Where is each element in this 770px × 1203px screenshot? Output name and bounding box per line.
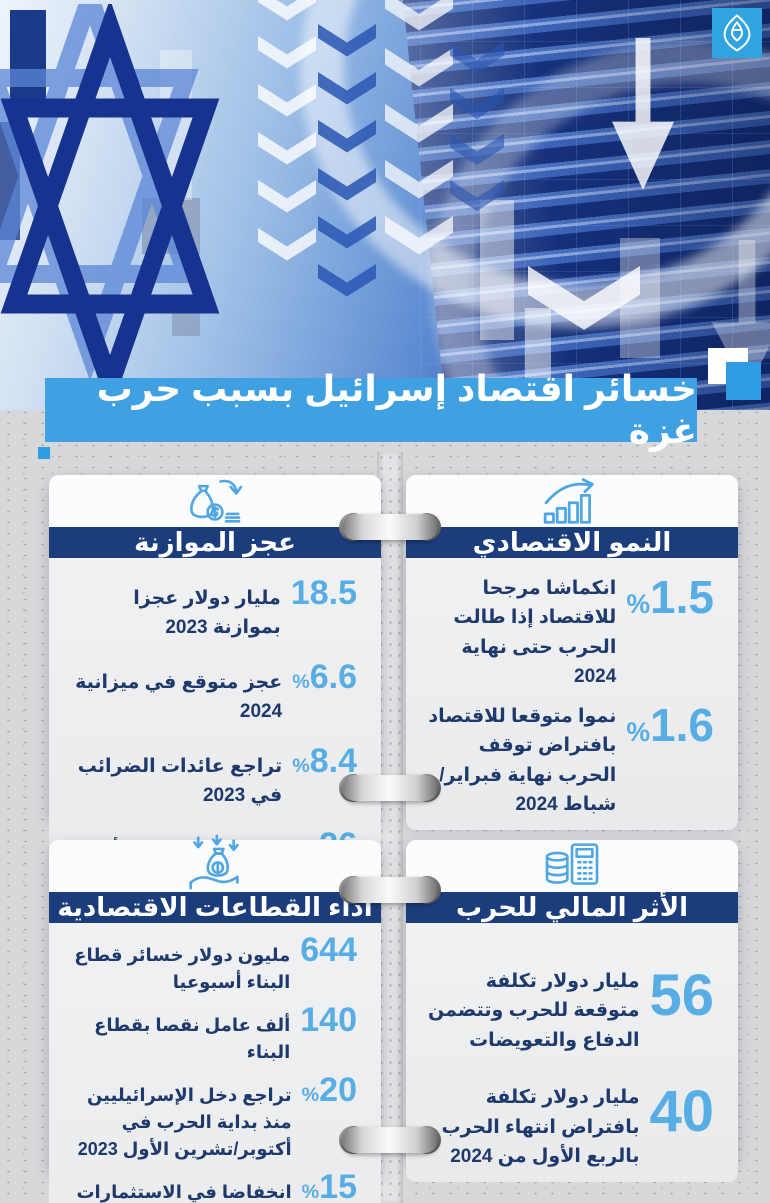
- stat-row: %8.4 تراجع عائدات الضرائب في 2023: [65, 744, 357, 811]
- stat-text: مليار دولار تكلفة بافتراض انتهاء الحرب ب…: [441, 1087, 640, 1168]
- down-chevrons-blue: [450, 42, 504, 222]
- bar-chart-up-arrow-icon: [543, 478, 594, 524]
- hand-money-bag-down-arrows-icon: [189, 834, 239, 890]
- card-economic-growth: النمو الاقتصادي %1.5 انكماشا مرجحا للاقتص…: [406, 475, 738, 830]
- page-title-text: خسائر اقتصاد إسرائيل بسبب حرب غزة: [96, 368, 697, 451]
- aljazeera-logo: [712, 8, 762, 58]
- binder-ring: [339, 1123, 441, 1157]
- card-icon-area: [49, 834, 381, 892]
- stat-text: مليون دولار خسائر قطاع البناء أسبوعيا: [74, 945, 291, 992]
- stat-row: %15 انخفاضا في الاستثمارات بقطاع التقنية …: [65, 1170, 357, 1203]
- stat-value: %1.6: [626, 698, 714, 751]
- card-financial-impact: الأثر المالي للحرب 56 مليار دولار تكلفة م…: [406, 840, 738, 1182]
- stat-text: انخفاضا في الاستثمارات بقطاع التقنية الف…: [76, 1182, 292, 1202]
- aljazeera-logo-icon: [723, 14, 751, 52]
- stat-text: تراجع عائدات الضرائب في 2023: [77, 755, 283, 807]
- card-title: عجز الموازنة: [49, 527, 381, 558]
- card-icon-area: [406, 840, 738, 892]
- down-chevrons-blue: [318, 24, 376, 308]
- stat-value: %20: [301, 1071, 357, 1109]
- stat-row: %6.6 عجز متوقع في ميزانية 2024: [65, 660, 357, 727]
- stat-row: 40 مليار دولار تكلفة بافتراض انتهاء الحرب…: [422, 1083, 714, 1171]
- stat-text: مليار دولار تكلفة متوقعة للحرب وتتضمن ال…: [428, 971, 640, 1051]
- stat-row: 18.5 مليار دولار عجزا بموازنة 2023: [65, 576, 357, 643]
- decor-blue-square: [726, 362, 761, 400]
- stat-row: 140 ألف عامل نقصا بقطاع البناء: [65, 1003, 357, 1066]
- binder-ring: [339, 771, 441, 805]
- card-stats: 644 مليون دولار خسائر قطاع البناء أسبوعيا…: [49, 923, 381, 1203]
- candlestick-bar: [10, 10, 46, 110]
- stat-row: %20 تراجع دخل الإسرائيليين منذ بداية الحر…: [65, 1073, 357, 1163]
- card-stats: %1.5 انكماشا مرجحا للاقتصاد إذا طالت الحر…: [406, 558, 738, 830]
- card-title: النمو الاقتصادي: [406, 527, 738, 558]
- stat-row: 56 مليار دولار تكلفة متوقعة للحرب وتتضمن …: [422, 967, 714, 1055]
- down-chevrons-white: [385, 0, 453, 268]
- stat-text: عجز متوقع في ميزانية 2024: [75, 671, 283, 723]
- page-title: خسائر اقتصاد إسرائيل بسبب حرب غزة: [45, 368, 697, 451]
- card-title: الأثر المالي للحرب: [406, 892, 738, 923]
- stat-value: 644: [300, 931, 357, 969]
- card-icon-area: [406, 475, 738, 527]
- card-stats: 56 مليار دولار تكلفة متوقعة للحرب وتتضمن …: [406, 923, 738, 1182]
- stat-text: مليار دولار عجزا بموازنة 2023: [133, 588, 281, 639]
- stat-row: %1.6 نموا متوقعا للاقتصاد بافتراض توقف ال…: [422, 702, 714, 820]
- decor-small-blue-square: [38, 447, 50, 459]
- stat-text: تراجع دخل الإسرائيليين منذ بداية الحرب ف…: [77, 1085, 292, 1159]
- calculator-coins-icon: [545, 843, 599, 885]
- stat-value: 56: [649, 963, 714, 1028]
- card-title: أداء القطاعات الاقتصادية: [49, 892, 381, 923]
- card-icon-area: [49, 475, 381, 527]
- stat-value: %1.5: [626, 571, 714, 623]
- binder-ring: [339, 873, 441, 907]
- down-chevrons-white: [258, 0, 316, 272]
- card-sector-performance: أداء القطاعات الاقتصادية 644 مليون دولار …: [49, 834, 381, 1203]
- stat-row: %1.5 انكماشا مرجحا للاقتصاد إذا طالت الحر…: [422, 574, 714, 692]
- candlestick-bar: [525, 308, 551, 380]
- stat-value: 140: [300, 1001, 357, 1039]
- stat-value: %6.6: [292, 657, 357, 696]
- card-budget-deficit: عجز الموازنة 18.5 مليار دولار عجزا بموازن…: [49, 475, 381, 905]
- binder-ring: [339, 510, 441, 544]
- stat-value: 18.5: [290, 574, 357, 612]
- stat-value: 40: [649, 1079, 714, 1145]
- notebook-spine: [377, 452, 403, 1203]
- stat-row: 644 مليون دولار خسائر قطاع البناء أسبوعيا: [65, 933, 357, 996]
- stat-text: نموا متوقعا للاقتصاد بافتراض توقف الحرب …: [428, 705, 617, 816]
- money-bag-coins-down-arrow-icon: [190, 479, 243, 523]
- stat-value: %8.4: [292, 741, 357, 780]
- stat-value: %15: [301, 1168, 357, 1203]
- stat-text: انكماشا مرجحا للاقتصاد إذا طالت الحرب حت…: [453, 578, 617, 688]
- star-of-david-icon: [0, 4, 220, 404]
- stat-text: ألف عامل نقصا بقطاع البناء: [94, 1015, 291, 1062]
- candlestick-bar: [480, 200, 514, 340]
- hero-image: [0, 0, 770, 410]
